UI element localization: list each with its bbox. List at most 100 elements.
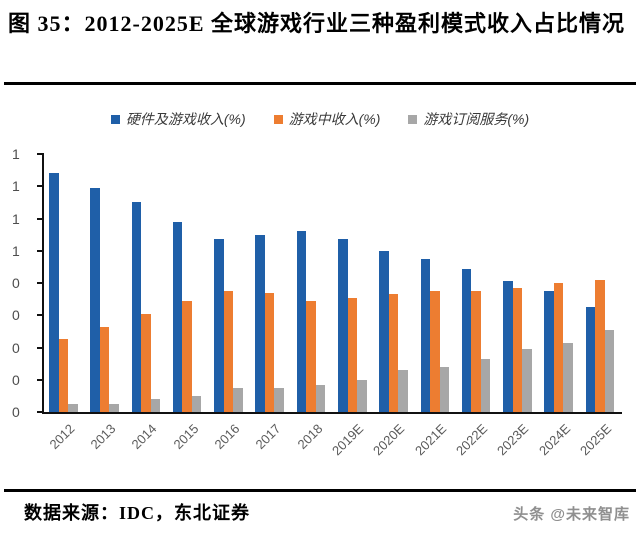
bar [141, 313, 151, 412]
bar [182, 300, 192, 412]
x-tick-label: 2023E [494, 421, 532, 459]
bar [604, 329, 615, 412]
bar [347, 297, 357, 412]
bar [255, 234, 265, 412]
y-tick-label: 0 [12, 275, 20, 291]
bar-group: 2025E [577, 154, 622, 458]
bar-group: 2018 [292, 154, 333, 452]
legend-label: 游戏中收入(%) [288, 111, 381, 127]
bar [439, 366, 450, 412]
x-tick-label: 2015 [170, 421, 202, 453]
bar [99, 326, 110, 412]
bar [430, 291, 440, 412]
legend-label: 硬件及游戏收入(%) [125, 111, 246, 127]
y-tick-label: 0 [12, 307, 20, 324]
legend-swatch [408, 114, 418, 124]
footer: 数据来源：IDC，东北证券 头条 @未来智库 [24, 499, 630, 525]
x-tick-label: 2018 [293, 421, 326, 453]
bar-group: 2019E [329, 154, 374, 458]
bar [563, 342, 573, 412]
bar [388, 294, 399, 412]
x-tick-label: 2021E [411, 421, 449, 459]
bar [90, 187, 100, 412]
legend-swatch [273, 114, 283, 124]
bar [49, 173, 59, 412]
x-tick-label: 2019E [329, 421, 367, 459]
bar [585, 307, 596, 412]
bar [480, 358, 491, 412]
y-tick [37, 346, 44, 349]
bar [471, 291, 481, 412]
legend-item: 硬件及游戏收入(%) [110, 109, 246, 129]
bar-group: 2012 [44, 154, 85, 452]
bar [58, 339, 68, 412]
title-divider [4, 82, 636, 85]
bar [379, 250, 389, 412]
bar [68, 403, 78, 412]
x-tick-label: 2016 [211, 421, 243, 453]
x-tick-label: 2017 [252, 421, 284, 453]
bar [315, 384, 326, 412]
bar-group: 2017 [250, 154, 291, 452]
bar [274, 387, 284, 412]
bar-group: 2016 [209, 154, 250, 452]
bar [109, 403, 119, 412]
x-tick-label: 2020E [370, 421, 408, 459]
legend: 硬件及游戏收入(%) 游戏中收入(%) 游戏订阅服务(%) [0, 109, 640, 129]
bar [191, 395, 202, 412]
bar [461, 268, 472, 412]
legend-item: 游戏中收入(%) [273, 109, 381, 129]
x-tick-label: 2024E [535, 421, 573, 459]
bar [544, 291, 554, 412]
bar [264, 292, 275, 412]
bar [512, 287, 523, 412]
bar [306, 300, 316, 412]
figure-title: 图 35：2012-2025E 全球游戏行业三种盈利模式收入占比情况 [8, 11, 626, 36]
bar-group: 2014 [127, 154, 168, 452]
y-tick [37, 282, 44, 284]
footer-divider [4, 489, 636, 492]
legend-item: 游戏订阅服务(%) [408, 109, 529, 129]
y-tick-label: 1 [12, 178, 20, 195]
bar [150, 399, 161, 412]
bar-group: 2013 [85, 154, 126, 452]
legend-label: 游戏订阅服务(%) [423, 111, 530, 127]
data-source: 数据来源：IDC，东北证券 [24, 503, 251, 523]
bar [172, 221, 183, 412]
bar [357, 379, 367, 412]
bar [233, 387, 243, 412]
y-tick [37, 411, 44, 413]
bar-group: 2020E [370, 154, 415, 458]
y-tick [37, 378, 44, 381]
bar [296, 231, 307, 412]
x-tick-label: 2013 [87, 421, 119, 453]
y-tick-label: 0 [12, 404, 20, 420]
y-tick-label: 1 [12, 146, 20, 162]
plot-area: 1 1 1 1 0 0 0 0 0 2012 2013 2014 2015 2016 2017 2018 201… [12, 146, 622, 458]
y-tick-label: 1 [12, 242, 20, 259]
bar [131, 202, 142, 412]
bar [553, 283, 564, 412]
bar [398, 370, 408, 412]
y-tick [37, 217, 44, 220]
x-tick-label: 2025E [576, 421, 615, 459]
bar-group: 2023E [494, 154, 539, 458]
bar [338, 239, 348, 412]
bar-group: 2022E [453, 154, 498, 458]
bar-group: 2021E [412, 154, 457, 458]
y-tick [37, 185, 44, 188]
bar-group: 2015 [168, 154, 209, 452]
x-tick-label: 2012 [46, 421, 78, 453]
x-tick-label: 2014 [128, 421, 160, 453]
y-tick [37, 249, 44, 252]
bar [214, 239, 224, 412]
watermark: 头条 @未来智库 [513, 506, 630, 523]
y-tick-label: 1 [12, 210, 20, 227]
y-tick-label: 0 [12, 371, 20, 388]
bar [522, 349, 532, 412]
bar-group: 2024E [536, 154, 580, 458]
bar [223, 291, 234, 412]
bar [503, 281, 513, 412]
x-tick-label: 2022E [452, 421, 491, 459]
